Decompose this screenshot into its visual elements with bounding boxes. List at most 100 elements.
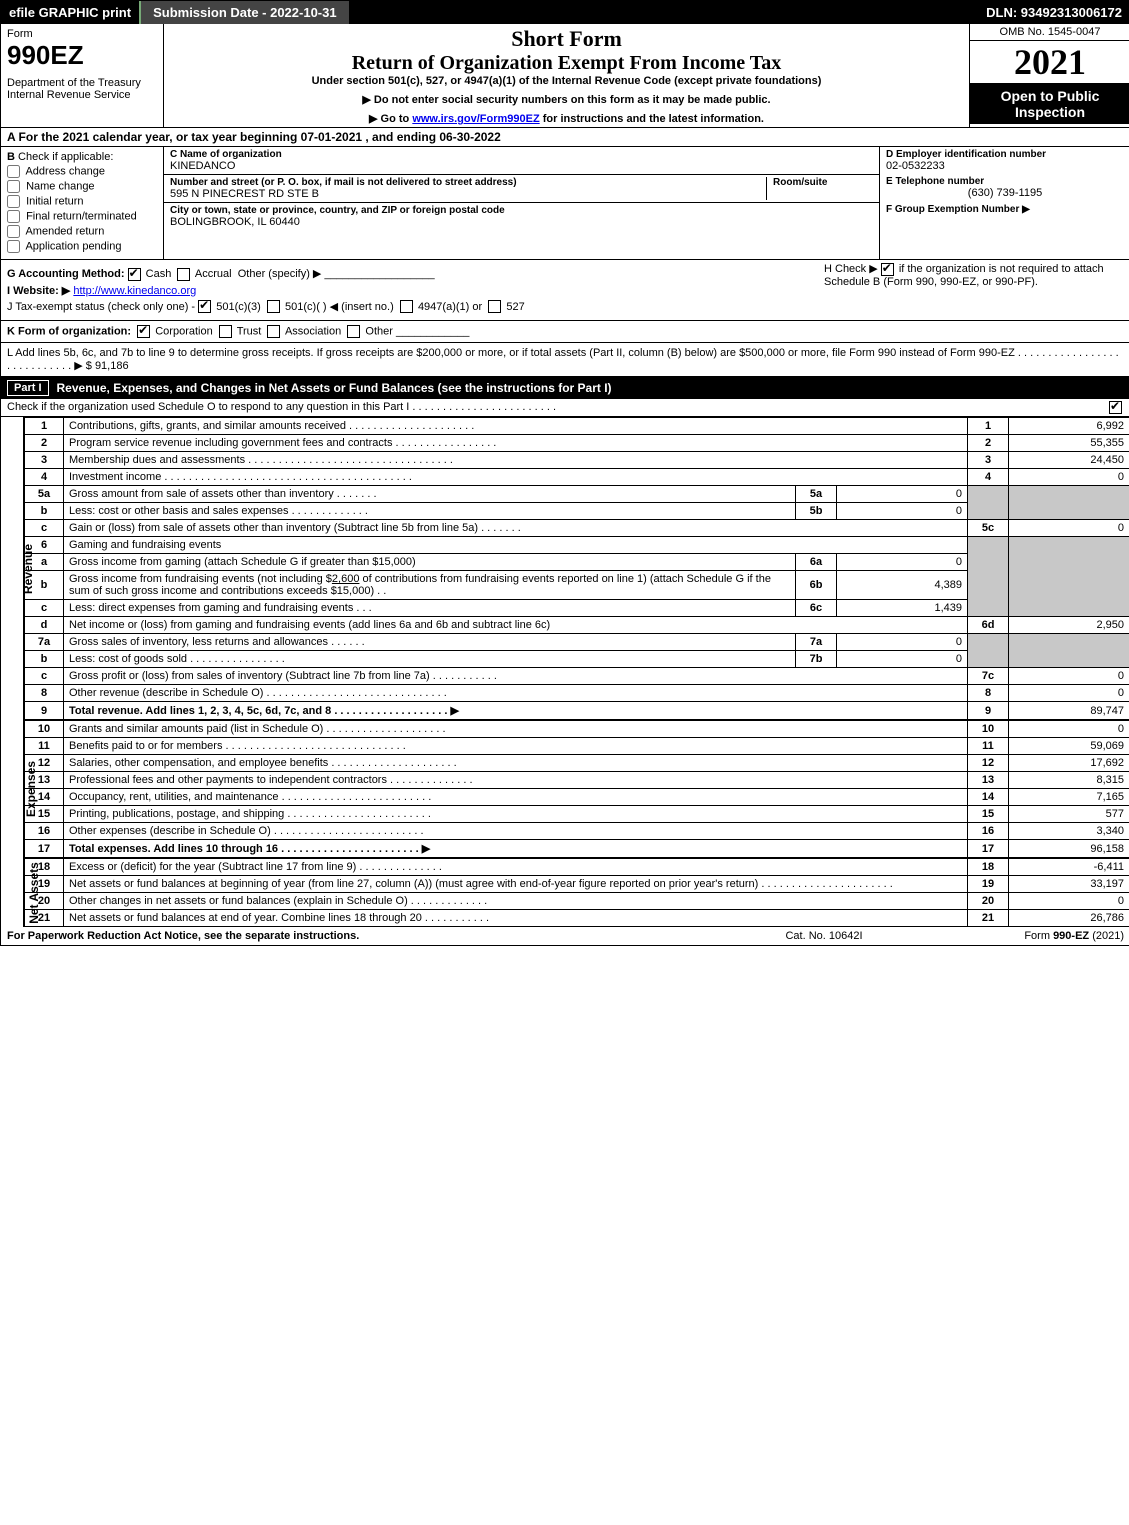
title-short-form: Short Form: [170, 26, 963, 52]
check-initial-return[interactable]: Initial return: [7, 195, 157, 208]
col-b: B Check if applicable: Address change Na…: [1, 147, 164, 259]
header-right: OMB No. 1545-0047 2021 Open to Public In…: [969, 24, 1129, 127]
no-ssn-note: ▶ Do not enter social security numbers o…: [170, 93, 963, 106]
org-name-label: C Name of organization: [170, 149, 873, 160]
table-row: cGross profit or (loss) from sales of in…: [25, 668, 1129, 685]
dln: DLN: 93492313006172: [978, 1, 1129, 24]
table-row: 18Excess or (deficit) for the year (Subt…: [25, 859, 1129, 876]
table-row: 17Total expenses. Add lines 10 through 1…: [25, 840, 1129, 858]
section-b-through-f: B Check if applicable: Address change Na…: [1, 147, 1129, 260]
check-cash[interactable]: [128, 268, 141, 281]
check-501c[interactable]: [267, 300, 280, 313]
ein-label: D Employer identification number: [886, 149, 1124, 160]
check-h[interactable]: [881, 263, 894, 276]
revenue-table: 1Contributions, gifts, grants, and simil…: [24, 417, 1129, 720]
table-row: 20Other changes in net assets or fund ba…: [25, 893, 1129, 910]
check-trust[interactable]: [219, 325, 232, 338]
table-row: 4Investment income . . . . . . . . . . .…: [25, 469, 1129, 486]
part-i-header: Part I Revenue, Expenses, and Changes in…: [1, 377, 1129, 399]
table-row: cGain or (loss) from sale of assets othe…: [25, 520, 1129, 537]
check-corp[interactable]: [137, 325, 150, 338]
table-row: bLess: cost of goods sold . . . . . . . …: [25, 651, 1129, 668]
group-exemption-label: F Group Exemption Number ▶: [886, 204, 1030, 215]
irs-link[interactable]: www.irs.gov/Form990EZ: [412, 113, 539, 125]
line-j: J Tax-exempt status (check only one) - 5…: [7, 300, 1124, 314]
side-netassets: Net Assets: [27, 862, 41, 924]
revenue-section: Revenue 1Contributions, gifts, grants, a…: [1, 417, 1129, 720]
phone: (630) 739-1195: [886, 187, 1124, 199]
line-l: L Add lines 5b, 6c, and 7b to line 9 to …: [1, 343, 1129, 377]
topbar: efile GRAPHIC print Submission Date - 20…: [1, 1, 1129, 24]
website-link[interactable]: http://www.kinedanco.org: [73, 285, 196, 297]
title-return: Return of Organization Exempt From Incom…: [170, 52, 963, 75]
check-name-change[interactable]: Name change: [7, 180, 157, 193]
table-row: 15Printing, publications, postage, and s…: [25, 806, 1129, 823]
table-row: 7aGross sales of inventory, less returns…: [25, 634, 1129, 651]
dept-treasury: Department of the Treasury Internal Reve…: [7, 77, 157, 101]
check-501c3[interactable]: [198, 300, 211, 313]
part-i-tag: Part I: [7, 380, 49, 396]
expenses-section: Expenses 10Grants and similar amounts pa…: [1, 720, 1129, 858]
table-row: 21Net assets or fund balances at end of …: [25, 910, 1129, 927]
check-other[interactable]: [347, 325, 360, 338]
form-990ez-page: efile GRAPHIC print Submission Date - 20…: [0, 0, 1129, 946]
check-final-return[interactable]: Final return/terminated: [7, 210, 157, 223]
city: BOLINGBROOK, IL 60440: [170, 216, 873, 228]
table-row: 6Gaming and fundraising events: [25, 537, 1129, 554]
netassets-section: Net Assets 18Excess or (deficit) for the…: [1, 858, 1129, 927]
org-name: KINEDANCO: [170, 160, 873, 172]
check-amended-return[interactable]: Amended return: [7, 225, 157, 238]
side-revenue: Revenue: [21, 544, 35, 594]
phone-label: E Telephone number: [886, 176, 1124, 187]
header-center: Short Form Return of Organization Exempt…: [164, 24, 969, 127]
part-i-title: Revenue, Expenses, and Changes in Net As…: [57, 381, 612, 395]
table-row: 9Total revenue. Add lines 1, 2, 3, 4, 5c…: [25, 702, 1129, 720]
table-row: 12Salaries, other compensation, and empl…: [25, 755, 1129, 772]
submission-date: Submission Date - 2022-10-31: [141, 1, 349, 24]
table-row: 14Occupancy, rent, utilities, and mainte…: [25, 789, 1129, 806]
col-def: D Employer identification number 02-0532…: [879, 147, 1129, 259]
section-ghij: H Check ▶ if the organization is not req…: [1, 260, 1129, 321]
part-i-checkline: Check if the organization used Schedule …: [1, 399, 1129, 417]
table-row: 8Other revenue (describe in Schedule O) …: [25, 685, 1129, 702]
table-row: 10Grants and similar amounts paid (list …: [25, 721, 1129, 738]
check-schedule-o[interactable]: [1109, 401, 1122, 414]
city-label: City or town, state or province, country…: [170, 205, 873, 216]
efile-print-link[interactable]: efile GRAPHIC print: [1, 1, 141, 24]
line-h: H Check ▶ if the organization is not req…: [824, 262, 1124, 288]
side-expenses: Expenses: [24, 761, 38, 817]
form-word: Form: [7, 28, 157, 40]
check-527[interactable]: [488, 300, 501, 313]
table-row: 11Benefits paid to or for members . . . …: [25, 738, 1129, 755]
footer-right: Form 990-EZ (2021): [924, 930, 1124, 942]
table-row: bGross income from fundraising events (n…: [25, 571, 1129, 600]
omb-number: OMB No. 1545-0047: [970, 24, 1129, 41]
addr: 595 N PINECREST RD STE B: [170, 188, 760, 200]
addr-label: Number and street (or P. O. box, if mail…: [170, 177, 760, 188]
footer-left: For Paperwork Reduction Act Notice, see …: [7, 930, 724, 942]
form-number: 990EZ: [7, 40, 157, 71]
open-to-public: Open to Public Inspection: [970, 84, 1129, 124]
table-row: 19Net assets or fund balances at beginni…: [25, 876, 1129, 893]
ein: 02-0532233: [886, 160, 1124, 172]
check-application-pending[interactable]: Application pending: [7, 240, 157, 253]
table-row: bLess: cost or other basis and sales exp…: [25, 503, 1129, 520]
form-header: Form 990EZ Department of the Treasury In…: [1, 24, 1129, 128]
tax-year: 2021: [970, 41, 1129, 84]
check-accrual[interactable]: [177, 268, 190, 281]
page-footer: For Paperwork Reduction Act Notice, see …: [1, 927, 1129, 945]
subtitle: Under section 501(c), 527, or 4947(a)(1)…: [170, 75, 963, 87]
table-row: 3Membership dues and assessments . . . .…: [25, 452, 1129, 469]
table-row: 5aGross amount from sale of assets other…: [25, 486, 1129, 503]
col-c: C Name of organization KINEDANCO Number …: [164, 147, 879, 259]
check-assoc[interactable]: [267, 325, 280, 338]
gross-receipts: 91,186: [95, 360, 129, 372]
check-4947[interactable]: [400, 300, 413, 313]
line-k: K Form of organization: Corporation Trus…: [1, 321, 1129, 343]
netassets-table: 18Excess or (deficit) for the year (Subt…: [24, 858, 1129, 927]
table-row: dNet income or (loss) from gaming and fu…: [25, 617, 1129, 634]
table-row: 2Program service revenue including gover…: [25, 435, 1129, 452]
line-a-tax-year: A For the 2021 calendar year, or tax yea…: [1, 128, 1129, 147]
table-row: 16Other expenses (describe in Schedule O…: [25, 823, 1129, 840]
check-address-change[interactable]: Address change: [7, 165, 157, 178]
